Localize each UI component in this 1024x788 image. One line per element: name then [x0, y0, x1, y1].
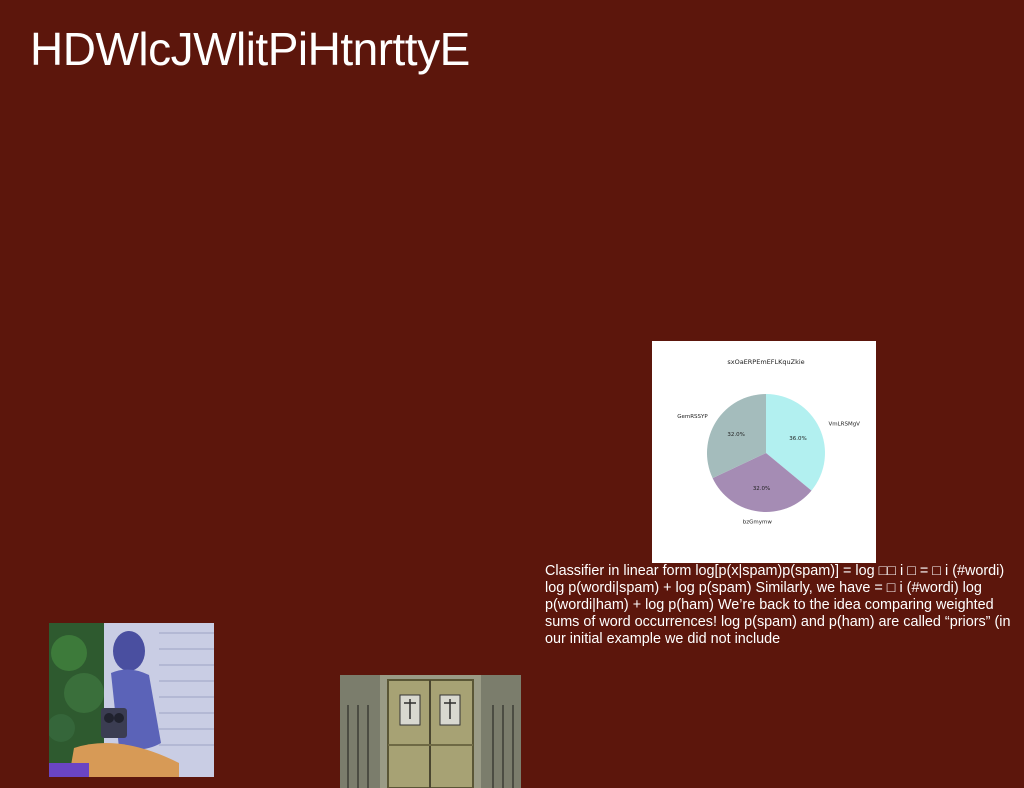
chart-title: sxOaERPEmEFLKquZkie	[727, 358, 804, 366]
wooden-door-photo	[340, 675, 521, 788]
pie-category-label-VmLRSMgV: VmLRSMgV	[828, 422, 860, 428]
pie-slice-GemRSSYP	[707, 394, 766, 479]
pie-chart-svg: sxOaERPEmEFLKquZkie 36.0% VmLRSMgV 32.0% bz…	[677, 358, 860, 525]
page-title: HDWlcJWlitPiHtnrttyE	[30, 23, 470, 75]
pie-pct-label-GemRSSYP: 32.0%	[727, 432, 744, 438]
pie-slice-bzGmymw	[712, 453, 812, 512]
person-with-camera-photo	[49, 623, 214, 777]
pie-category-label-bzGmymw: bzGmymw	[743, 519, 773, 525]
door-photo-illustration	[340, 675, 521, 788]
pie-category-label-GemRSSYP: GemRSSYP	[677, 414, 708, 420]
pie-slice-VmLRSMgV	[766, 394, 825, 491]
pie-pct-label-bzGmymw: 32.0%	[753, 486, 770, 492]
person-photo-illustration	[49, 623, 214, 777]
pie-chart: sxOaERPEmEFLKquZkie 36.0% VmLRSMgV 32.0% bz…	[652, 341, 876, 563]
pie-pct-label-VmLRSMgV: 36.0%	[789, 436, 806, 442]
body-text: Classifier in linear form log[p(x|spam)p…	[545, 563, 1011, 647]
